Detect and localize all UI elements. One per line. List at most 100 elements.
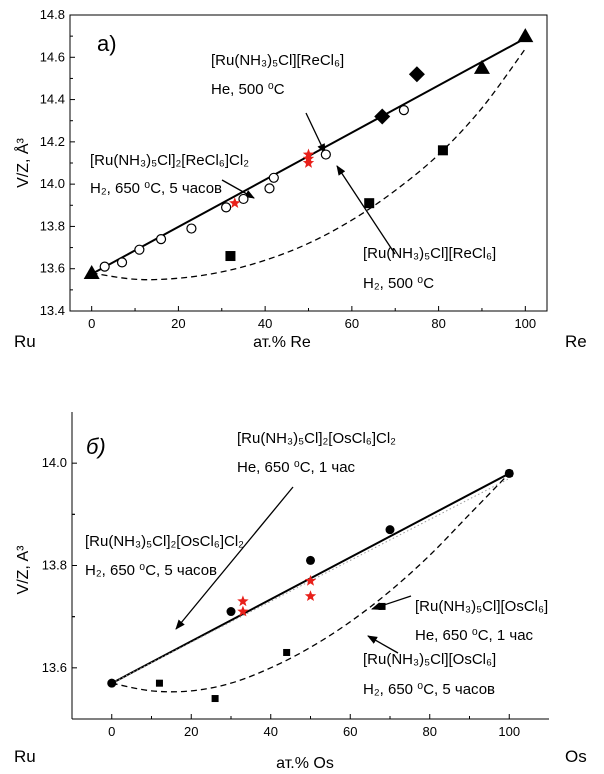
data-point-open-circle: [116, 257, 128, 268]
arrow-b-4-pointer: [367, 635, 399, 654]
panel-label-b: б): [86, 434, 106, 459]
x-right-label-a: Re: [565, 332, 587, 351]
data-point-square: [437, 145, 448, 156]
annotation-b3-line1: [Ru(NH₃)₅Cl][OsCl₆]: [415, 598, 548, 615]
y-tick-label: 14.8: [40, 7, 65, 22]
x-tick-label: 60: [343, 724, 357, 739]
arrow-a-1-pointer: [305, 112, 326, 154]
arrow-b-3-pointer: [371, 595, 412, 610]
data-point-diamond: [408, 66, 425, 83]
data-point-diamond: [374, 108, 391, 125]
annotation-arrows-a: [221, 76, 396, 255]
y-tick-label: 14.2: [40, 134, 65, 149]
chart-panel-b: 0 20 40 60 80 100 13.6 13.8 14.0 б) [Ru(NH₃)₅Cl]…: [14, 412, 587, 772]
annotation-b4-line1: [Ru(NH₃)₅Cl][OsCl₆]: [363, 651, 496, 668]
annotation-a1-line2: He, 500 ⁰C: [211, 81, 285, 98]
data-point-red-star: [237, 605, 249, 617]
data-point-open-circle: [155, 234, 167, 245]
y-tick-label: 14.0: [40, 176, 65, 191]
x-tick-label: 20: [171, 316, 185, 331]
y-tick-label: 14.0: [42, 455, 67, 470]
data-point-triangle: [83, 264, 100, 279]
data-point-square: [378, 602, 386, 610]
annotation-a3-line2: H₂, 500 ⁰C: [363, 275, 434, 292]
arrow-a-1: [290, 76, 345, 96]
data-point-open-circle: [221, 202, 232, 213]
annotation-b2-line2: H₂, 650 ⁰C, 5 часов: [85, 562, 217, 579]
x-axis-title-b: ат.% Os: [276, 755, 334, 772]
data-point-square: [364, 198, 375, 209]
data-point-filled-circle: [306, 555, 315, 565]
y-tick-label: 14.6: [40, 49, 65, 64]
data-point-open-circle: [264, 183, 275, 194]
x-right-label-b: Os: [565, 747, 587, 766]
data-point-triangle: [517, 28, 534, 43]
arrow-a-2-pointer: [221, 179, 255, 199]
arrow-b-1-pointer: [175, 486, 294, 630]
data-point-filled-circle: [107, 678, 117, 688]
fit-line-dotted: [111, 478, 510, 684]
data-point-red-star: [229, 197, 241, 209]
data-point-square: [211, 695, 219, 703]
x-left-label-b: Ru: [14, 747, 36, 766]
x-tick-label: 80: [431, 316, 445, 331]
x-tick-label: 0: [108, 724, 115, 739]
data-point-square: [225, 251, 236, 262]
data-point-open-circle: [320, 149, 331, 160]
annotation-b4-line2: H₂, 650 ⁰C, 5 часов: [363, 681, 495, 698]
data-point-filled-circle: [385, 525, 395, 535]
data-point-red-star: [302, 157, 315, 168]
annotation-arrows-b: [175, 486, 412, 654]
annotation-a3-line1: [Ru(NH₃)₅Cl][ReCl₆]: [363, 245, 496, 262]
data-points-a: [83, 28, 534, 279]
data-point-square: [505, 469, 513, 477]
y-tick-label: 13.8: [42, 558, 67, 573]
x-tick-label: 20: [184, 724, 198, 739]
y-tick-label: 13.4: [40, 303, 65, 318]
data-point-triangle: [473, 59, 490, 74]
annotation-b3-line2: He, 650 ⁰C, 1 час: [415, 627, 534, 644]
arrow-a-3-pointer: [336, 165, 396, 255]
data-point-open-circle: [238, 193, 249, 205]
annotation-a1-line1: [Ru(NH₃)₅Cl][ReCl₆]: [211, 52, 344, 69]
data-point-filled-circle: [226, 607, 236, 617]
annotation-b1-line1: [Ru(NH₃)₅Cl]₂[OsCl₆]Cl₂: [237, 430, 396, 447]
data-point-square: [155, 679, 163, 687]
data-point-open-circle: [134, 244, 145, 255]
chart-panel-a: 0 20 40 60 80 100 13.4 13.6 13.8 14.0 14.2 14.4 14.6…: [13, 7, 587, 351]
x-tick-label: 100: [514, 316, 536, 331]
data-point-red-star: [237, 595, 249, 607]
x-axis-title-a: ат.% Re: [253, 334, 311, 351]
y-tick-label: 13.6: [40, 261, 65, 276]
x-tick-label: 80: [423, 724, 437, 739]
x-left-label-a: Ru: [14, 332, 36, 351]
data-point-open-circle: [186, 223, 197, 234]
annotation-a2-line2: H₂, 650 ⁰C, 5 часов: [90, 180, 222, 197]
data-point-red-star: [304, 590, 317, 602]
fit-line-dashed: [91, 48, 526, 281]
x-tick-label: 100: [498, 724, 520, 739]
y-axis-title-a: V/Z, Å³: [13, 137, 32, 187]
data-point-red-star: [304, 574, 317, 586]
data-point-square: [283, 648, 291, 656]
y-tick-label: 13.6: [42, 660, 67, 675]
annotation-b2-line1: [Ru(NH₃)₅Cl]₂[OsCl₆]Cl₂: [85, 533, 244, 550]
y-tick-label: 14.4: [40, 92, 65, 107]
data-point-open-circle: [398, 105, 409, 116]
x-tick-label: 60: [345, 316, 359, 331]
data-point-open-circle: [99, 261, 110, 272]
annotation-a2-line1: [Ru(NH₃)₅Cl]₂[ReCl₆]Cl₂: [90, 152, 249, 169]
x-tick-label: 0: [88, 316, 95, 331]
fit-line-dashed: [111, 472, 510, 693]
panel-label-a: а): [97, 31, 117, 56]
annotation-b1-line2: He, 650 ⁰C, 1 час: [237, 459, 356, 476]
data-points-b: [107, 468, 514, 703]
x-tick-label: 40: [264, 724, 278, 739]
axis-ticks-b: 0 20 40 60 80 100 13.6 13.8 14.0: [42, 455, 520, 739]
y-axis-title-b: V/Z, A³: [15, 545, 32, 595]
y-tick-label: 13.8: [40, 218, 65, 233]
data-point-open-circle: [268, 172, 279, 183]
axis-ticks-a: 0 20 40 60 80 100 13.4 13.6 13.8 14.0 14.2 14.4 14.6…: [40, 7, 536, 331]
x-tick-label: 40: [258, 316, 272, 331]
